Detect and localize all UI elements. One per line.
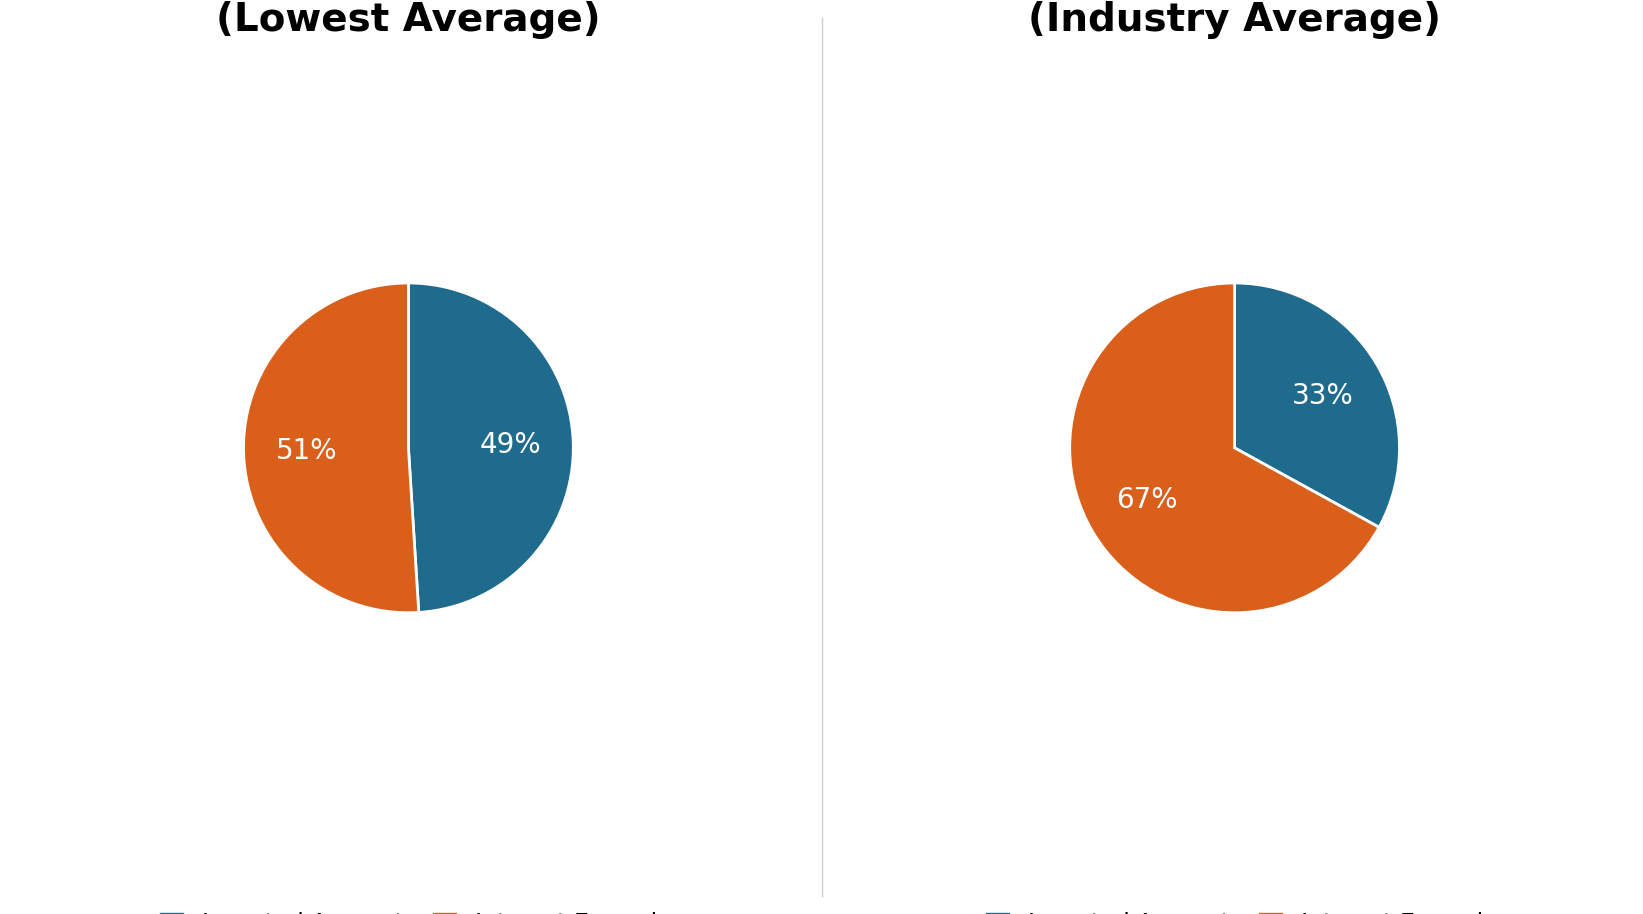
Title: 19% rate of return
(Industry Average): 19% rate of return (Industry Average) xyxy=(1029,0,1441,39)
Title: 13% rate of return
(Lowest Average): 13% rate of return (Lowest Average) xyxy=(205,0,611,39)
Wedge shape xyxy=(409,283,573,612)
Text: 51%: 51% xyxy=(276,437,337,465)
Wedge shape xyxy=(1234,283,1400,527)
Text: 33%: 33% xyxy=(1291,382,1354,409)
Text: 67%: 67% xyxy=(1116,486,1178,514)
Legend: Invested Amount, Interest Earned: Invested Amount, Interest Earned xyxy=(976,903,1493,914)
Text: 49%: 49% xyxy=(480,430,542,459)
Legend: Invested Amount, Interest Earned: Invested Amount, Interest Earned xyxy=(150,903,667,914)
Wedge shape xyxy=(243,283,419,612)
Wedge shape xyxy=(1070,283,1378,612)
